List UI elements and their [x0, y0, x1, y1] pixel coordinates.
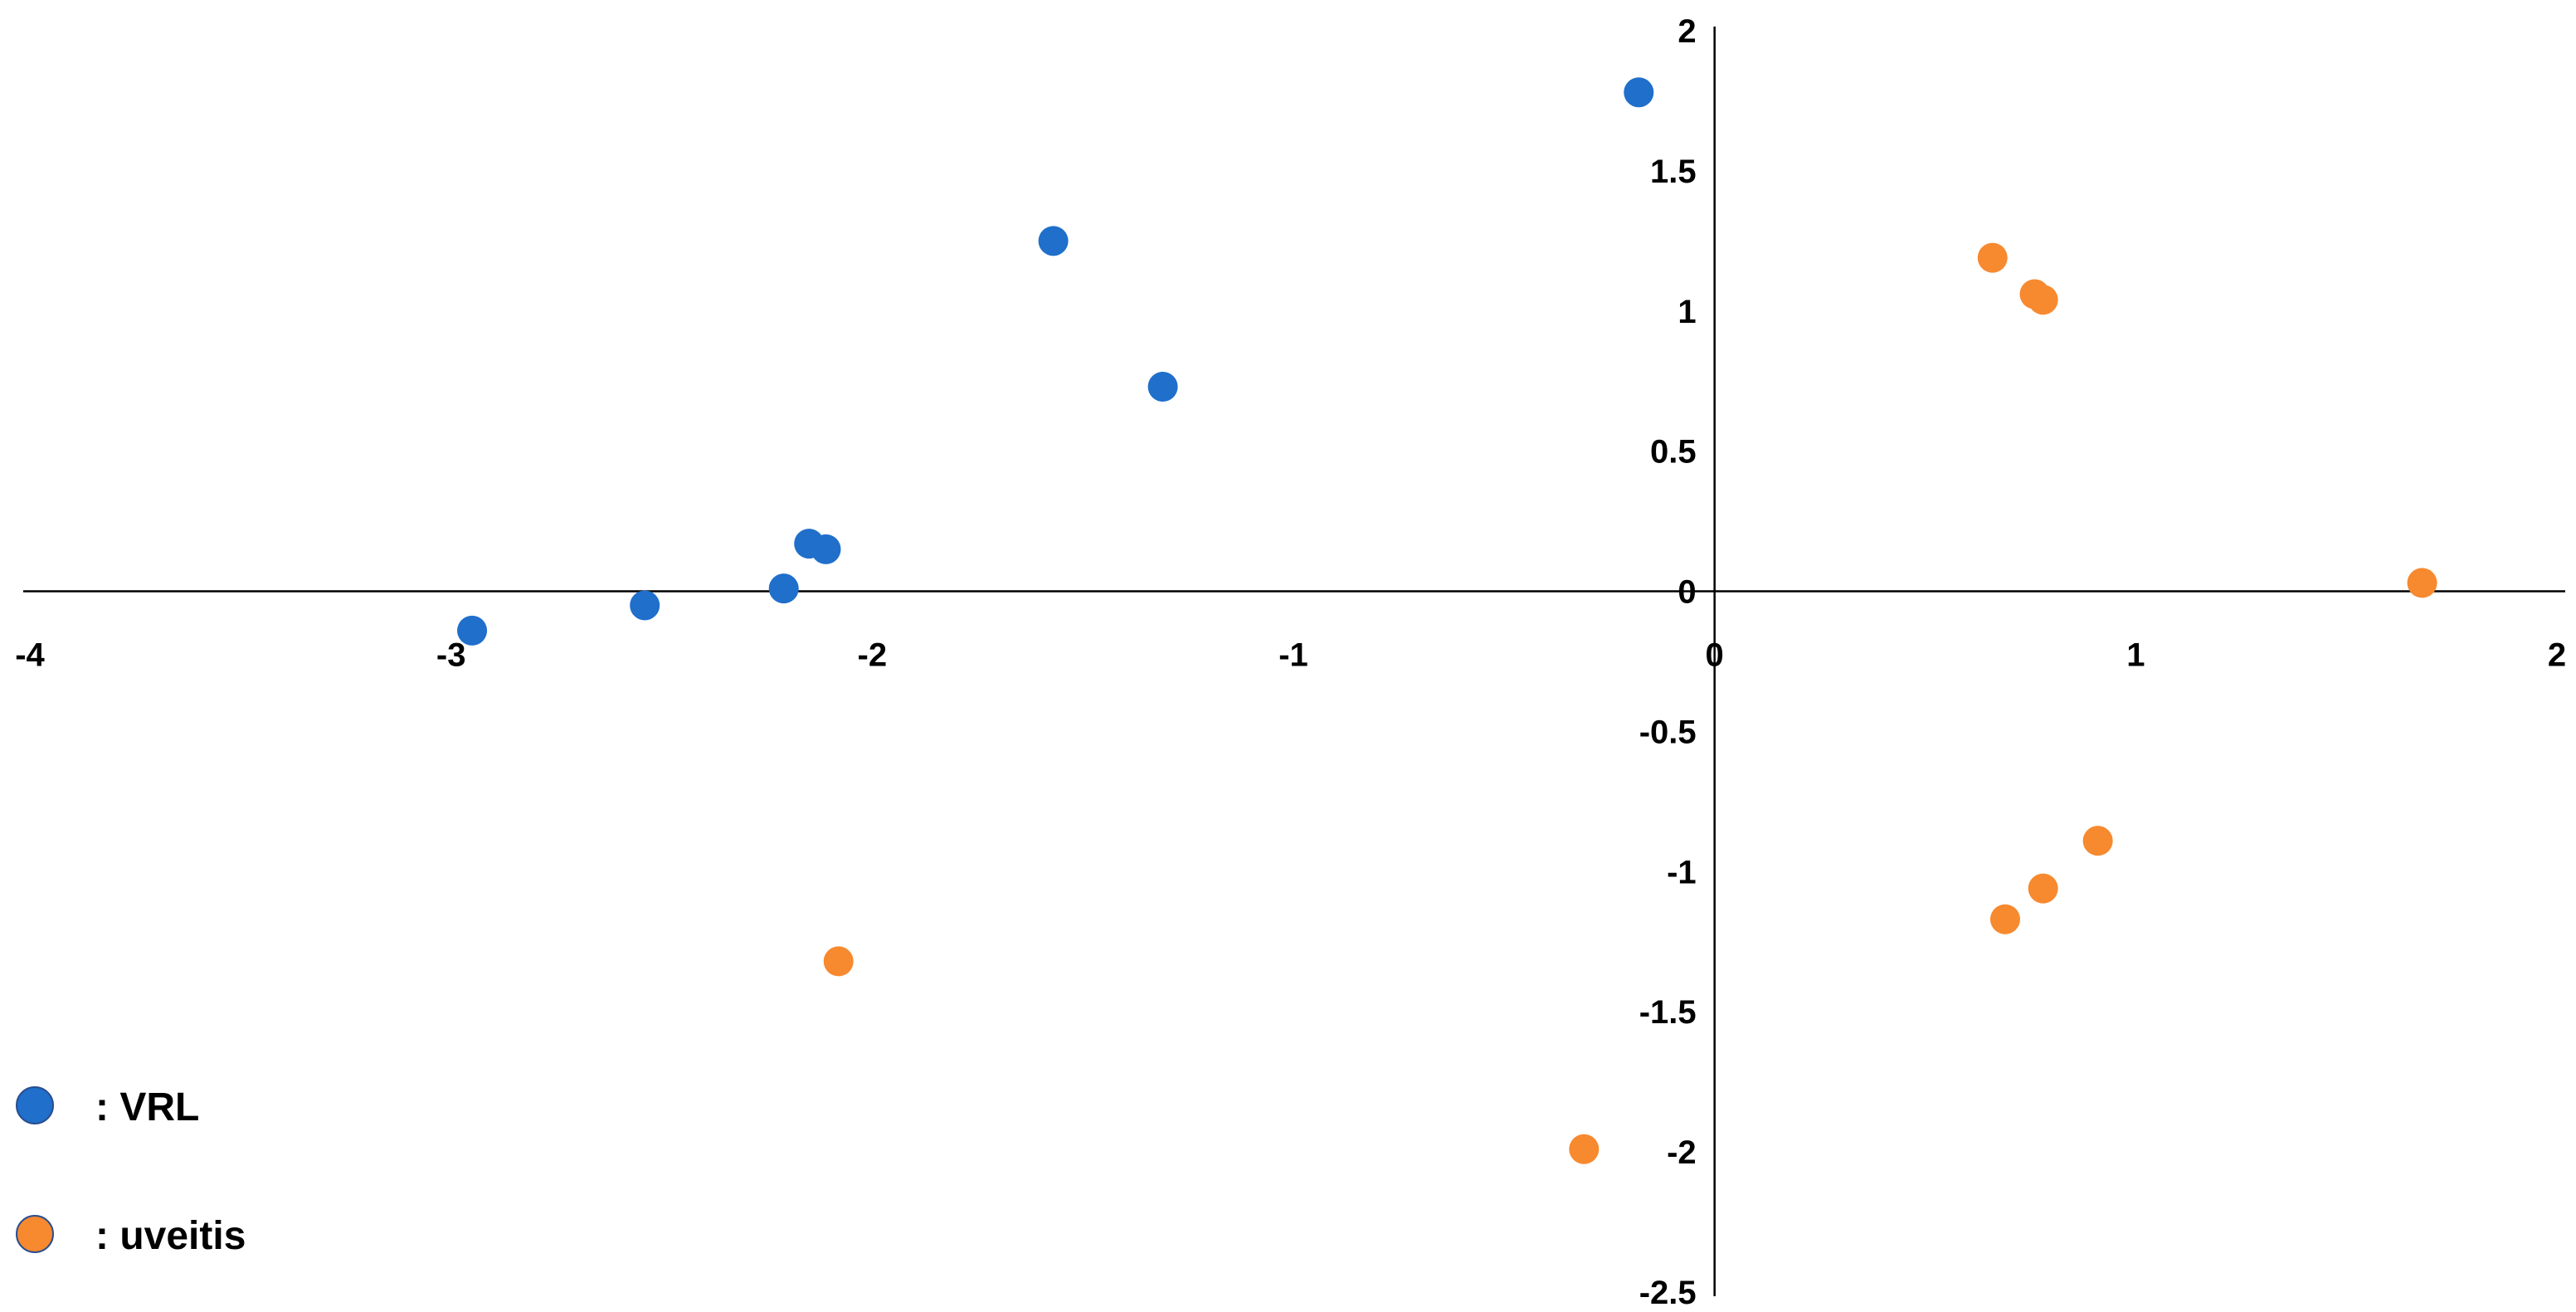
y-tick-label: 1.5 — [1650, 154, 1697, 190]
y-tick-label: 1 — [1678, 294, 1696, 330]
y-tick-label: 0 — [1678, 574, 1696, 611]
data-point — [1147, 371, 1178, 402]
x-tick-label: 0 — [1706, 637, 1724, 674]
x-tick-label: -3 — [436, 637, 466, 674]
axes — [23, 27, 2565, 1296]
y-tick-label: -2 — [1667, 1134, 1697, 1171]
x-tick-label: 1 — [2126, 637, 2145, 674]
y-tick-label: -1.5 — [1639, 994, 1697, 1031]
data-point — [630, 590, 660, 621]
data-point — [811, 534, 841, 564]
data-point — [768, 573, 799, 604]
legend: : VRL : uveitis — [16, 1085, 246, 1258]
x-tick-label: 2 — [2548, 637, 2566, 674]
x-tick-label: -1 — [1278, 637, 1308, 674]
x-tick-label: -4 — [15, 637, 45, 674]
data-point — [2028, 285, 2058, 315]
data-point — [2082, 826, 2113, 856]
legend-label: : uveitis — [95, 1214, 246, 1258]
data-point — [823, 946, 854, 977]
legend-marker — [16, 1215, 54, 1253]
data-point — [1624, 77, 1654, 108]
series-0 — [457, 77, 1654, 646]
data-points — [457, 77, 2437, 1164]
data-point — [1038, 226, 1069, 256]
y-tick-label: -2.5 — [1639, 1275, 1697, 1311]
y-tick-label: -0.5 — [1639, 714, 1697, 750]
data-point — [2028, 873, 2058, 904]
series-1 — [823, 242, 2437, 1164]
data-point — [2407, 568, 2437, 598]
y-tick-label: -1 — [1667, 854, 1697, 890]
data-point — [457, 615, 488, 646]
x-tick-label: -2 — [858, 637, 888, 674]
data-point — [1569, 1134, 1600, 1164]
data-point — [1989, 904, 2020, 934]
legend-label: : VRL — [95, 1085, 199, 1129]
data-point — [1977, 242, 2008, 273]
legend-marker — [16, 1086, 54, 1124]
y-tick-label: 0.5 — [1650, 434, 1697, 471]
y-tick-label: 2 — [1678, 13, 1696, 50]
tick-labels: -4 -3 -2 -1 0 1 2 -2.5 -2 -1.5 -1 -0.5 0 0.5 1 1.5 2 — [15, 13, 2566, 1311]
